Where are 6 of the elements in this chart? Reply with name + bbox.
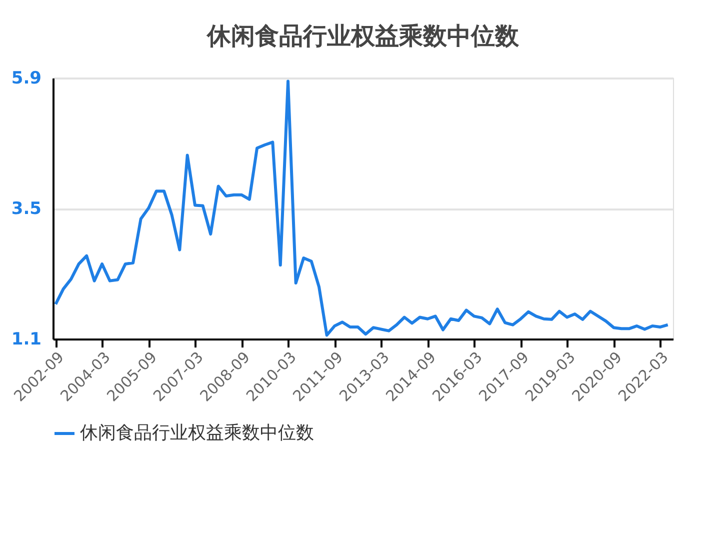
y-tick-label: 1.1 xyxy=(11,330,42,350)
y-tick-label: 3.5 xyxy=(11,199,42,219)
chart-title: 休闲食品行业权益乘数中位数 xyxy=(206,22,520,50)
y-tick-label: 5.9 xyxy=(11,68,42,88)
line-series xyxy=(54,80,670,337)
legend-label: 休闲食品行业权益乘数中位数 xyxy=(80,422,314,444)
